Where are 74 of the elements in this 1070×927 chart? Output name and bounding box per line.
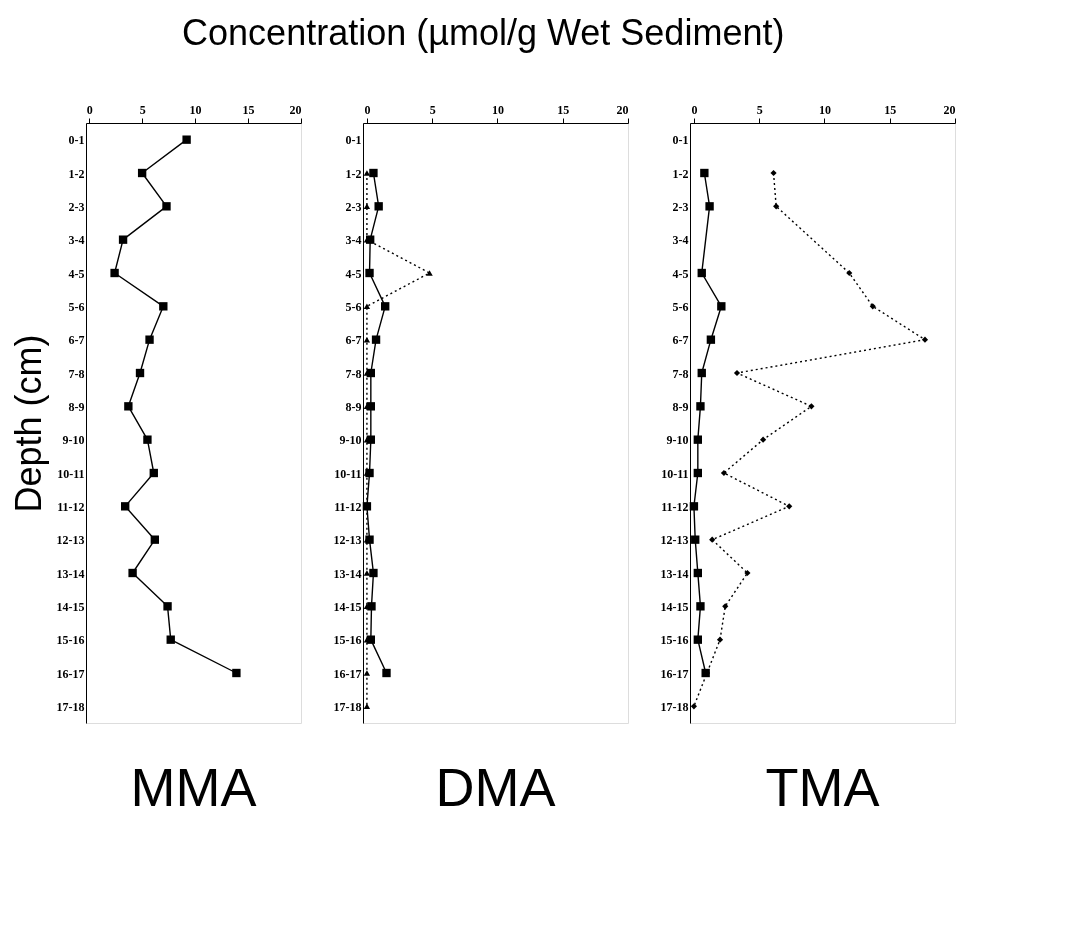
x-tick-label: 0 (691, 102, 698, 117)
x-tick-label: 0 (364, 102, 371, 117)
y-tick-label: 12-13 (660, 533, 689, 548)
y-tick-label: 1-2 (672, 166, 689, 181)
y-tick-label: 10-11 (57, 466, 85, 481)
y-tick-label: 13-14 (333, 566, 362, 581)
y-tick-label: 14-15 (333, 599, 362, 614)
y-tick-label: 6-7 (672, 333, 689, 348)
y-tick-label: 9-10 (339, 433, 362, 448)
y-tick-label: 15-16 (56, 633, 85, 648)
x-tick-label: 15 (242, 102, 255, 117)
y-tick-label: 10-11 (334, 466, 362, 481)
text: Concentration (µmol/g Wet Sediment) (182, 11, 785, 53)
y-tick-label: 15-16 (660, 633, 689, 648)
x-tick-label: 10 (189, 102, 202, 117)
y-tick-label: 3-4 (345, 233, 362, 248)
x-tick-label: 5 (429, 102, 436, 117)
x-tick-label: 5 (756, 102, 763, 117)
x-tick-label: 20 (289, 102, 302, 117)
y-tick-label: 17-18 (333, 699, 362, 714)
x-tick-label: 15 (557, 102, 570, 117)
y-tick-label: 11-12 (661, 499, 689, 514)
y-tick-label: 8-9 (672, 399, 689, 414)
y-tick-label: 12-13 (333, 533, 362, 548)
y-tick-label: 11-12 (334, 499, 362, 514)
y-tick-label: 0-1 (345, 133, 362, 148)
y-axis-title: Depth (cm) (7, 334, 49, 513)
y-tick-label: 9-10 (666, 433, 689, 448)
y-tick-label: 1-2 (345, 166, 362, 181)
y-tick-label: 5-6 (672, 299, 689, 314)
y-tick-label: 16-17 (660, 666, 689, 681)
y-tick-label: 7-8 (345, 366, 362, 381)
y-tick-label: 3-4 (672, 233, 689, 248)
x-tick-label: 10 (818, 102, 831, 117)
y-tick-label: 11-12 (57, 499, 85, 514)
y-tick-label: 4-5 (345, 266, 362, 281)
x-tick-label: 20 (943, 102, 956, 117)
y-tick-label: 2-3 (672, 199, 689, 214)
y-tick-label: 3-4 (68, 233, 85, 248)
y-tick-label: 0-1 (68, 133, 85, 148)
y-tick-label: 1-2 (68, 166, 85, 181)
y-tick-label: 7-8 (68, 366, 85, 381)
y-tick-label: 15-16 (333, 633, 362, 648)
x-tick-label: 20 (616, 102, 629, 117)
text: MMA (130, 757, 257, 817)
y-tick-label: 6-7 (68, 333, 85, 348)
y-tick-label: 5-6 (68, 299, 85, 314)
y-tick-label: 12-13 (56, 533, 85, 548)
y-tick-label: 8-9 (68, 399, 85, 414)
y-tick-label: 4-5 (672, 266, 689, 281)
text: DMA (435, 757, 556, 817)
y-tick-label: 8-9 (345, 399, 362, 414)
y-tick-label: 6-7 (345, 333, 362, 348)
y-tick-label: 4-5 (68, 266, 85, 281)
y-tick-label: 10-11 (661, 466, 689, 481)
y-tick-label: 17-18 (56, 699, 85, 714)
y-tick-label: 14-15 (660, 599, 689, 614)
y-tick-label: 16-17 (333, 666, 362, 681)
y-tick-label: 16-17 (56, 666, 85, 681)
x-tick-label: 15 (884, 102, 897, 117)
text: TMA (765, 757, 880, 817)
y-tick-label: 5-6 (345, 299, 362, 314)
y-tick-label: 7-8 (672, 366, 689, 381)
y-tick-label: 17-18 (660, 699, 689, 714)
y-tick-label: 9-10 (62, 433, 85, 448)
y-tick-label: 2-3 (68, 199, 85, 214)
y-tick-label: 0-1 (672, 133, 689, 148)
y-tick-label: 13-14 (660, 566, 689, 581)
x-tick-label: 0 (86, 102, 93, 117)
y-tick-label: 2-3 (345, 199, 362, 214)
y-tick-label: 14-15 (56, 599, 85, 614)
y-tick-label: 13-14 (56, 566, 85, 581)
x-tick-label: 10 (491, 102, 504, 117)
x-tick-label: 5 (139, 102, 146, 117)
